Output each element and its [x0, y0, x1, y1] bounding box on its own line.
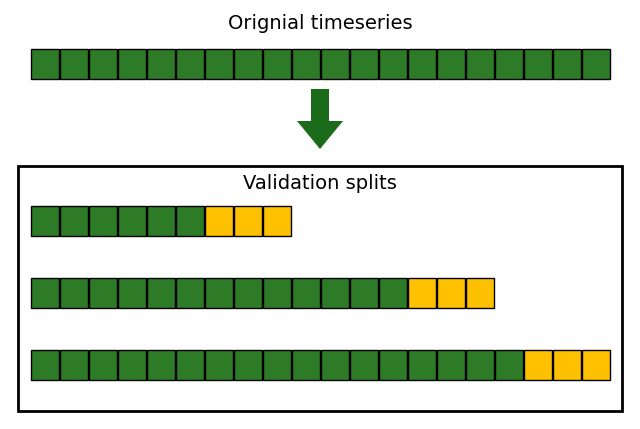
- Bar: [147, 206, 175, 236]
- Bar: [436, 49, 465, 79]
- Text: Validation splits: Validation splits: [243, 174, 397, 193]
- Bar: [262, 350, 291, 380]
- Bar: [175, 49, 204, 79]
- Bar: [465, 278, 493, 308]
- Bar: [60, 350, 88, 380]
- Bar: [552, 350, 580, 380]
- Bar: [205, 49, 232, 79]
- Bar: [31, 278, 58, 308]
- Bar: [205, 278, 232, 308]
- Bar: [205, 206, 232, 236]
- Bar: [88, 49, 116, 79]
- Bar: [291, 49, 319, 79]
- Bar: [18, 166, 622, 411]
- Bar: [147, 350, 175, 380]
- Bar: [262, 278, 291, 308]
- Bar: [321, 278, 349, 308]
- Bar: [147, 49, 175, 79]
- Bar: [60, 278, 88, 308]
- Bar: [118, 49, 145, 79]
- Bar: [205, 350, 232, 380]
- Bar: [175, 278, 204, 308]
- Bar: [465, 350, 493, 380]
- Bar: [234, 278, 262, 308]
- Bar: [118, 206, 145, 236]
- Bar: [321, 49, 349, 79]
- Bar: [378, 278, 406, 308]
- Bar: [234, 206, 262, 236]
- Bar: [234, 350, 262, 380]
- Bar: [465, 49, 493, 79]
- Bar: [378, 350, 406, 380]
- Bar: [311, 89, 329, 121]
- Bar: [349, 49, 378, 79]
- Bar: [175, 206, 204, 236]
- Bar: [582, 49, 609, 79]
- Bar: [262, 206, 291, 236]
- Bar: [147, 278, 175, 308]
- Bar: [31, 49, 58, 79]
- Bar: [495, 350, 522, 380]
- Bar: [234, 49, 262, 79]
- Bar: [60, 49, 88, 79]
- Bar: [88, 350, 116, 380]
- Bar: [378, 49, 406, 79]
- Bar: [524, 350, 552, 380]
- Bar: [408, 49, 435, 79]
- Bar: [88, 206, 116, 236]
- Bar: [552, 49, 580, 79]
- Bar: [495, 49, 522, 79]
- Bar: [436, 278, 465, 308]
- Bar: [436, 350, 465, 380]
- Bar: [349, 350, 378, 380]
- Bar: [175, 350, 204, 380]
- Bar: [582, 350, 609, 380]
- Bar: [321, 350, 349, 380]
- Bar: [349, 278, 378, 308]
- Bar: [31, 350, 58, 380]
- Bar: [291, 350, 319, 380]
- Bar: [60, 206, 88, 236]
- Bar: [291, 278, 319, 308]
- Bar: [88, 278, 116, 308]
- Bar: [31, 206, 58, 236]
- Bar: [118, 278, 145, 308]
- Text: Orignial timeseries: Orignial timeseries: [228, 14, 412, 33]
- Bar: [118, 350, 145, 380]
- Bar: [408, 350, 435, 380]
- Polygon shape: [297, 121, 343, 149]
- Bar: [524, 49, 552, 79]
- Bar: [408, 278, 435, 308]
- Bar: [262, 49, 291, 79]
